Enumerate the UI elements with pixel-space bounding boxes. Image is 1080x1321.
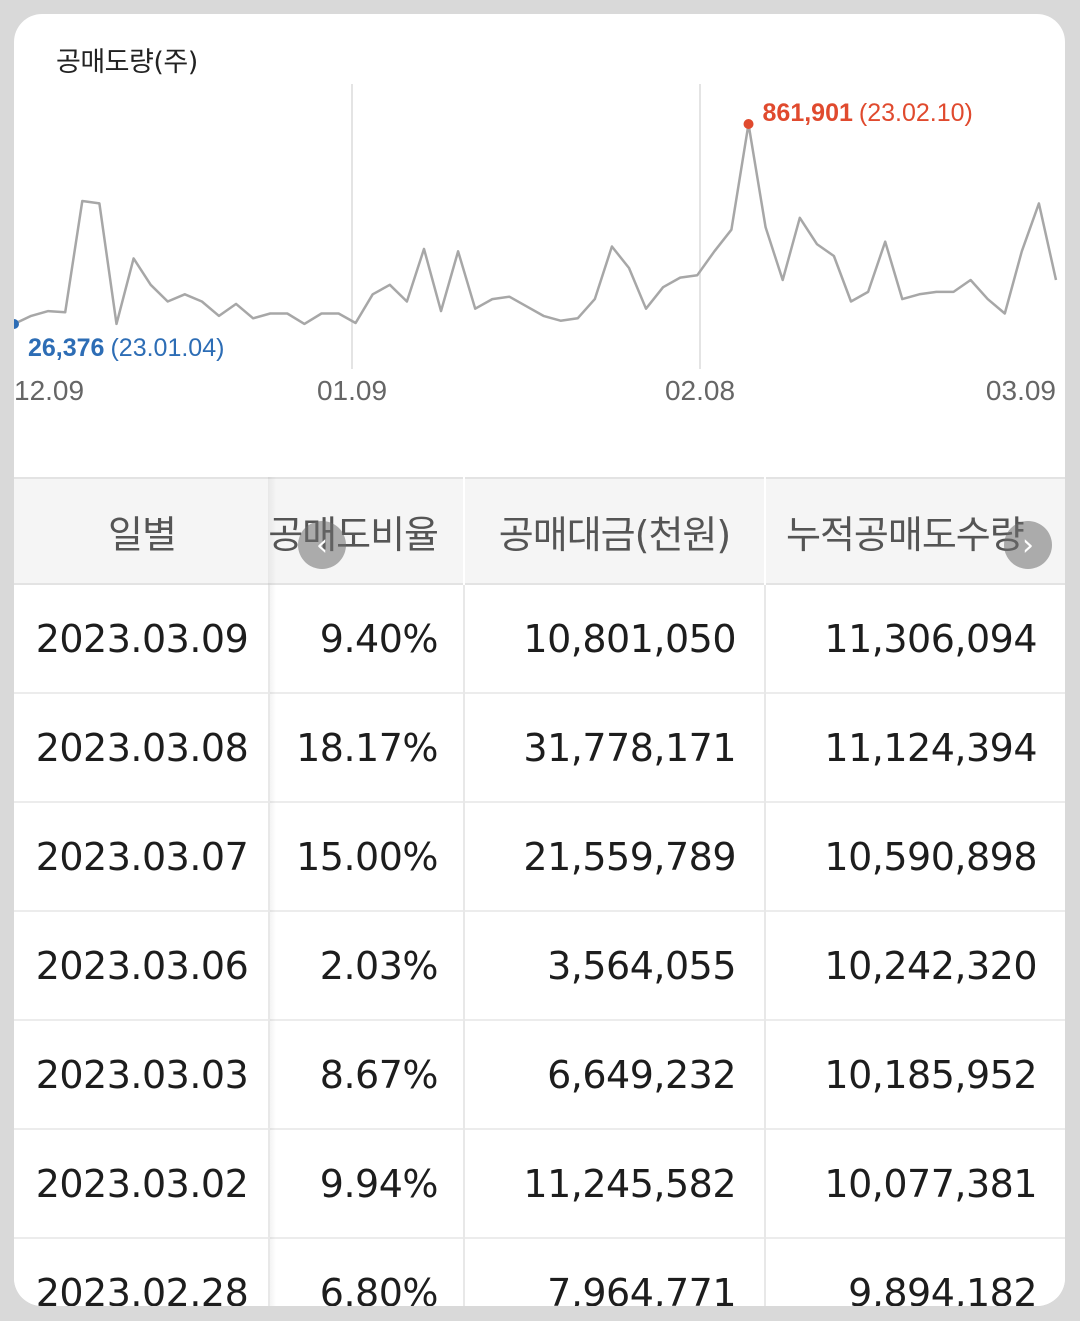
sticky-column-shadow	[268, 477, 276, 1306]
x-tick-label: 12.09	[14, 375, 84, 406]
cell-date: 2023.03.08	[14, 694, 270, 803]
cell-short-amount: 3,564,055	[465, 912, 764, 1021]
cell-date: 2023.03.06	[14, 912, 270, 1021]
min-point-label: 26,376 (23.01.04)	[28, 334, 224, 362]
cell-cumulative-short: 10,185,952	[766, 1021, 1065, 1130]
scroll-right-button[interactable]: ›	[1004, 521, 1052, 569]
chart-title: 공매도량(주)	[56, 47, 198, 78]
cell-cumulative-short: 9,894,182	[766, 1239, 1065, 1307]
column-divider	[764, 585, 766, 1306]
cell-cumulative-short: 10,077,381	[766, 1130, 1065, 1239]
cell-date: 2023.03.09	[14, 585, 270, 694]
x-tick-label: 03.09	[986, 375, 1056, 406]
series-line	[14, 122, 1058, 326]
cell-short-amount: 10,801,050	[465, 585, 764, 694]
cell-short-ratio: 2.03%	[270, 912, 463, 1021]
cell-date: 2023.03.03	[14, 1021, 270, 1130]
header-short-amount: 공매대금(천원)	[465, 477, 764, 585]
cell-short-amount: 7,964,771	[465, 1239, 764, 1307]
cell-short-ratio: 18.17%	[270, 694, 463, 803]
cell-short-ratio: 9.40%	[270, 585, 463, 694]
scroll-left-button[interactable]: ‹	[298, 521, 346, 569]
cell-date: 2023.03.02	[14, 1130, 270, 1239]
header-cumulative-short: 누적공매도수량	[766, 477, 1065, 585]
cell-short-amount: 31,778,171	[465, 694, 764, 803]
cell-cumulative-short: 10,242,320	[766, 912, 1065, 1021]
x-tick-label: 02.08	[665, 375, 735, 406]
chevron-right-icon: ›	[1022, 527, 1034, 563]
cell-short-amount: 6,649,232	[465, 1021, 764, 1130]
column-divider	[463, 585, 465, 1306]
cell-cumulative-short: 11,306,094	[766, 585, 1065, 694]
short-selling-table[interactable]: 일별 공매도비율 공매대금(천원) 누적공매도수량 2023.03.09 9.40…	[14, 477, 1065, 1306]
short-selling-card: 공매도량(주) 12.09 01.09 02.08 03.09 861,901 (23.0…	[14, 14, 1065, 1306]
max-point-label: 861,901 (23.02.10)	[763, 99, 973, 127]
short-volume-chart: 12.09 01.09 02.08 03.09 861,901 (23.02.10) 26,…	[14, 84, 1058, 406]
x-tick-label: 01.09	[317, 375, 387, 406]
cell-short-amount: 21,559,789	[465, 803, 764, 912]
cell-date: 2023.02.28	[14, 1239, 270, 1307]
header-short-ratio: 공매도비율	[270, 477, 463, 585]
cell-short-amount: 11,245,582	[465, 1130, 764, 1239]
column-divider	[268, 585, 270, 1306]
chevron-left-icon: ‹	[316, 527, 328, 563]
cell-short-ratio: 9.94%	[270, 1130, 463, 1239]
cell-cumulative-short: 10,590,898	[766, 803, 1065, 912]
cell-short-ratio: 15.00%	[270, 803, 463, 912]
min-point-marker	[14, 319, 19, 329]
cell-cumulative-short: 11,124,394	[766, 694, 1065, 803]
max-point-marker	[743, 119, 754, 129]
cell-date: 2023.03.07	[14, 803, 270, 912]
cell-short-ratio: 8.67%	[270, 1021, 463, 1130]
cell-short-ratio: 6.80%	[270, 1239, 463, 1307]
header-date: 일별	[14, 477, 270, 585]
